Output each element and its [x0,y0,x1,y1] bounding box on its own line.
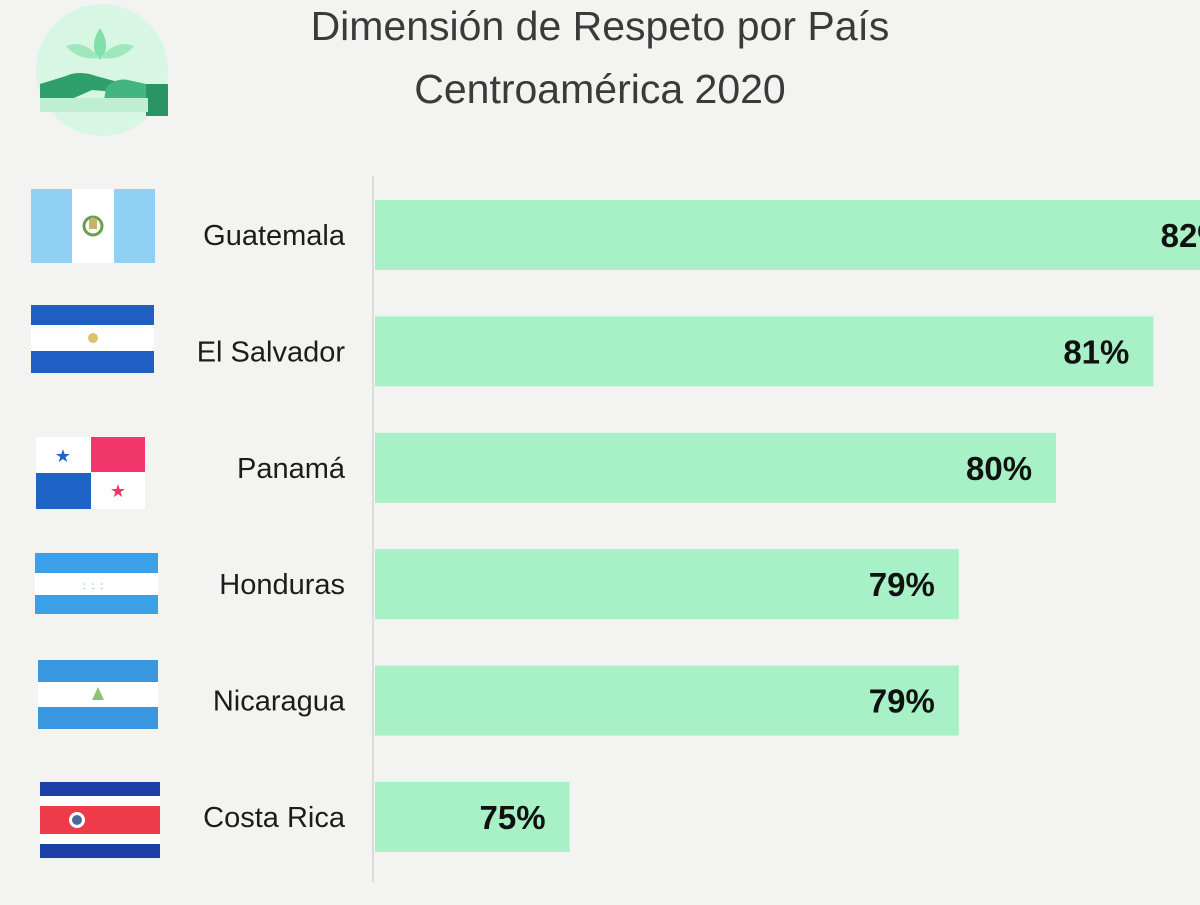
bar-el-salvador [375,316,1154,387]
bar-nicaragua [375,665,959,736]
hands-plant-icon [36,4,168,136]
value-label-nicaragua: 79% [869,683,935,720]
category-label-el-salvador: El Salvador [197,336,346,368]
svg-text:★: ★ [110,481,126,501]
category-label-guatemala: Guatemala [203,220,346,252]
value-label-panama: 80% [966,450,1032,487]
bar-honduras [375,549,959,620]
chart-title-line2: Centroamérica 2020 [414,66,785,112]
bar-costa-rica [375,782,570,852]
category-label-nicaragua: Nicaragua [213,686,346,718]
guatemala-flag-icon [31,189,155,263]
category-label-costa-rica: Costa Rica [203,802,346,834]
bars-layer: Guatemala 82% El Salvador 81% Panamá 80% Hondu… [197,200,1200,852]
svg-text:★: ★ [55,446,71,466]
costa-rica-flag-icon [40,782,160,858]
value-label-guatemala: 82% [1161,217,1200,254]
panama-flag-icon: ★ ★ [36,437,145,509]
chart-title-line1: Dimensión de Respeto por País [311,3,890,49]
category-label-honduras: Honduras [219,569,345,601]
honduras-flag-icon: ::: [35,553,158,614]
category-label-panama: Panamá [237,453,346,485]
svg-text::::: ::: [83,581,109,592]
value-label-costa-rica: 75% [480,799,546,836]
nicaragua-flag-icon [38,660,158,729]
el-salvador-flag-icon [31,305,154,373]
bar-panama [375,432,1057,503]
bar-guatemala [375,200,1200,270]
value-label-honduras: 79% [869,566,935,603]
value-label-el-salvador: 81% [1063,333,1129,370]
